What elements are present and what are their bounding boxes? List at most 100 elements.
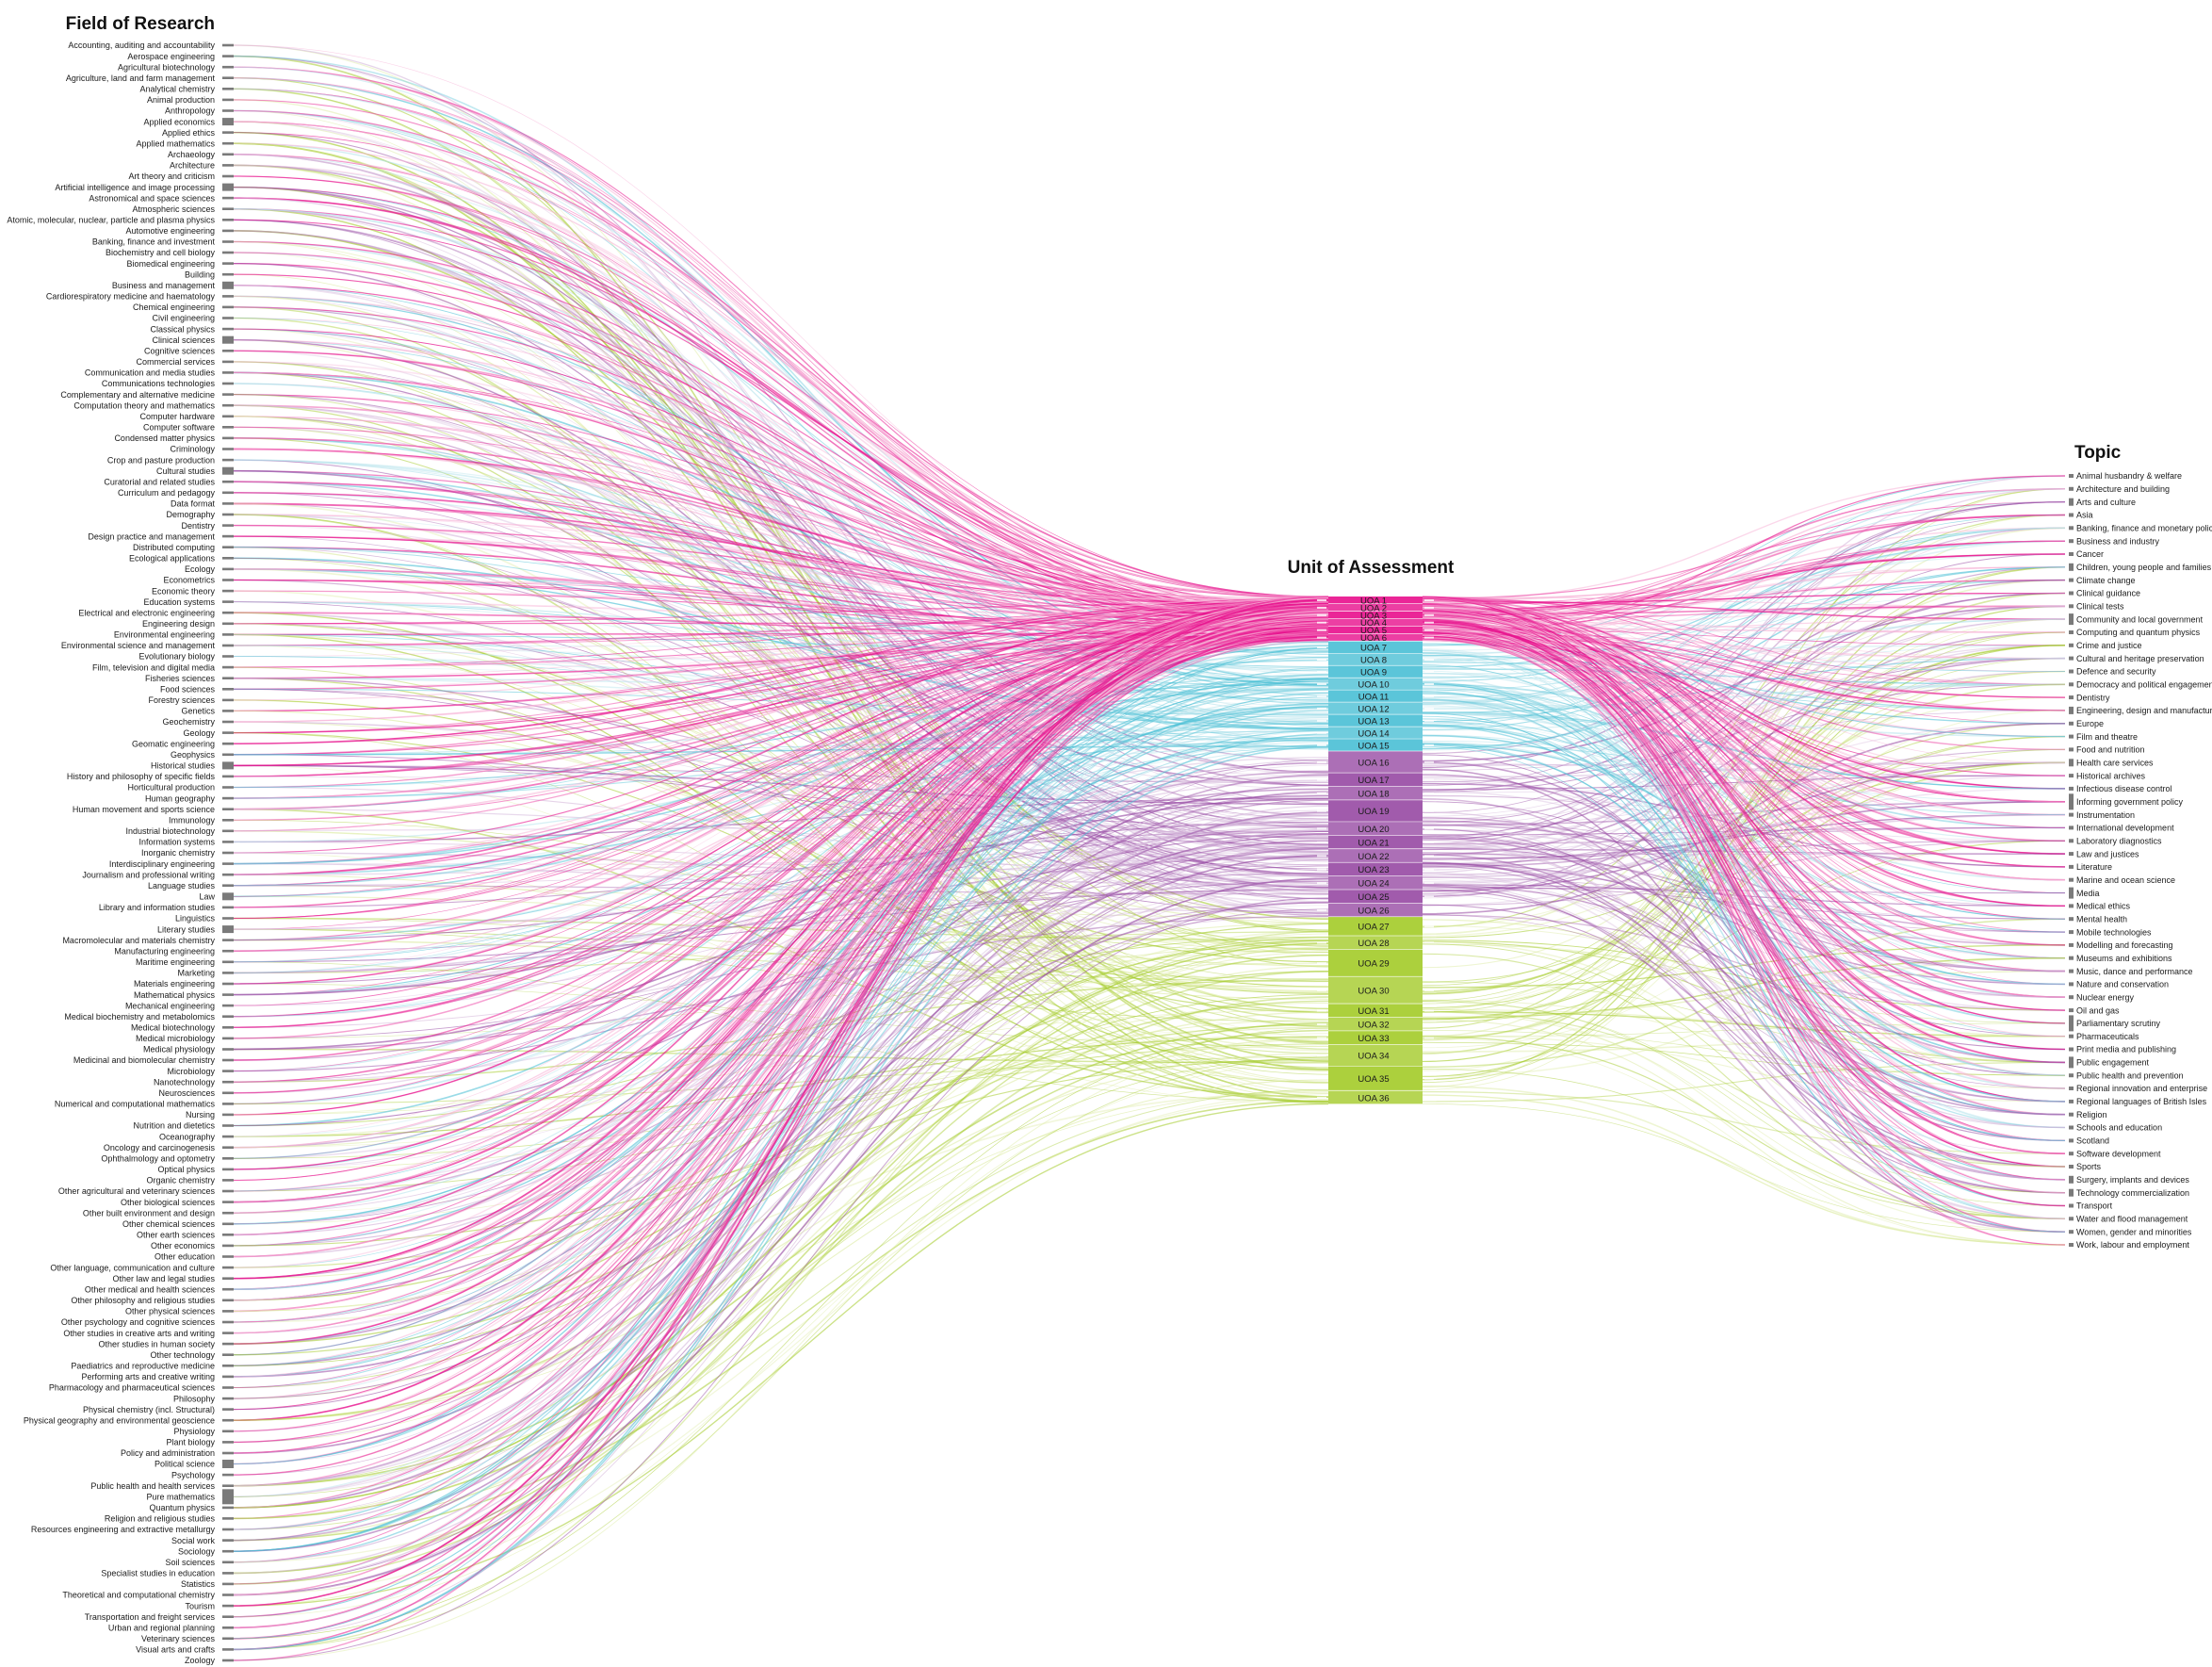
uoa-band [1328, 751, 1423, 773]
flow-line-left [233, 622, 1329, 734]
field-bar [222, 1626, 234, 1629]
uoa-band [1328, 653, 1423, 665]
flow-line-right [1422, 605, 2066, 857]
flow-line-left [233, 647, 1329, 1640]
field-bar [222, 1408, 234, 1411]
topic-bar [2069, 1015, 2074, 1032]
topic-label-surgery-implants-and-devices: Surgery, implants and devices [2076, 1175, 2189, 1185]
uoa-tick [1317, 895, 1326, 898]
topic-bar [2069, 669, 2074, 674]
topic-title: Topic [2074, 443, 2122, 463]
uoa-label-11: UOA 11 [1358, 692, 1390, 702]
flow-line-right [1422, 1036, 2066, 1219]
field-label-automotive-engineering: Automotive engineering [125, 226, 215, 236]
flow-line-right [1422, 613, 2066, 1063]
flow-line-left [233, 940, 1329, 1509]
flow-line-left [233, 350, 1329, 598]
field-bar [222, 1451, 234, 1455]
uoa-tick [1424, 1023, 1434, 1025]
flow-line-right [1422, 613, 2066, 1038]
flow-line-right [1422, 598, 2066, 946]
field-bar [222, 43, 234, 47]
topic-bar [2069, 793, 2074, 810]
uoa-band [1328, 786, 1423, 800]
field-bar [222, 731, 234, 734]
flow-line-left [233, 641, 1329, 810]
flow-line-left [233, 1060, 1329, 1104]
flow-line-left [233, 745, 1329, 875]
flow-line-left [233, 854, 1329, 1585]
flow-line-right [1422, 761, 2066, 827]
uoa-tick [1424, 671, 1434, 673]
flow-line-left [233, 788, 1329, 1061]
topic-bar [2069, 630, 2074, 634]
flow-line-right [1422, 723, 2066, 850]
topic-bar [2069, 563, 2074, 571]
uoa-band [1328, 1066, 1423, 1090]
flow-line-left [233, 596, 1329, 1432]
field-bar [222, 1604, 234, 1608]
uoa-tick [1424, 606, 1434, 609]
flow-line-left [233, 834, 1329, 1333]
uoa-label-18: UOA 18 [1358, 790, 1389, 800]
flow-line-left [233, 951, 1329, 1519]
flow-line-left [233, 426, 1329, 850]
topic-bar [2069, 852, 2074, 857]
flow-line-right [1422, 862, 2066, 986]
topic-label-democracy-and-political-engagement: Democracy and political engagement [2076, 680, 2212, 690]
field-bar [222, 1484, 234, 1487]
field-label-optical-physics: Optical physics [157, 1165, 215, 1174]
field-bar [222, 1615, 234, 1618]
topic-bar [2069, 721, 2074, 726]
field-bar [222, 1332, 234, 1334]
field-label-sociology: Sociology [178, 1546, 216, 1556]
uoa-tick [1317, 731, 1326, 734]
uoa-tick [1424, 809, 1434, 812]
flow-line-left [233, 610, 1329, 832]
field-label-quantum-physics: Quantum physics [149, 1503, 215, 1512]
uoa-band [1328, 822, 1423, 835]
field-label-human-movement-and-sports-science: Human movement and sports science [73, 805, 215, 814]
flow-line-left [233, 839, 1329, 1530]
flow-line-left [233, 56, 1329, 1028]
uoa-tick [1317, 760, 1326, 763]
field-label-classical-physics: Classical physics [150, 324, 215, 334]
flow-line-left [233, 109, 1329, 628]
flow-line-left [233, 599, 1329, 1181]
flow-line-right [1422, 553, 2066, 838]
topic-label-laboratory-diagnostics: Laboratory diagnostics [2076, 837, 2162, 846]
flow-line-left [233, 1026, 1329, 1149]
flow-line-left [233, 602, 1329, 1399]
field-bar [222, 1255, 234, 1258]
field-bar [222, 546, 234, 548]
field-bar [222, 1266, 234, 1269]
field-label-physiology: Physiology [173, 1427, 215, 1436]
flow-line-left [233, 706, 1329, 1225]
flow-line-left [233, 669, 1329, 1366]
topic-bar [2069, 1188, 2074, 1197]
field-bar [222, 622, 234, 626]
field-label-other-education: Other education [155, 1252, 215, 1262]
field-bar [222, 1037, 234, 1040]
flow-line-left [233, 502, 1329, 607]
field-label-medical-physiology: Medical physiology [143, 1045, 216, 1054]
flow-line-left [233, 832, 1329, 1127]
field-bar [222, 851, 234, 855]
flow-line-left [233, 219, 1329, 599]
flow-line-left [233, 607, 1329, 941]
field-label-social-work: Social work [171, 1536, 216, 1545]
field-label-transportation-and-freight-services: Transportation and freight services [85, 1612, 216, 1622]
flow-line-left [233, 946, 1329, 1607]
flow-line-left [233, 627, 1329, 1520]
flow-line-right [1422, 501, 2066, 618]
flow-line-left [233, 688, 1329, 914]
flow-line-left [233, 856, 1329, 974]
field-label-crop-and-pasture-production: Crop and pasture production [107, 455, 215, 465]
flow-line-right [1422, 852, 2066, 946]
flow-line-left [233, 786, 1329, 882]
uoa-label-16: UOA 16 [1358, 758, 1389, 768]
field-label-urban-and-regional-planning: Urban and regional planning [108, 1624, 215, 1633]
uoa-label-13: UOA 13 [1358, 716, 1389, 727]
flow-line-right [1422, 940, 2066, 1063]
